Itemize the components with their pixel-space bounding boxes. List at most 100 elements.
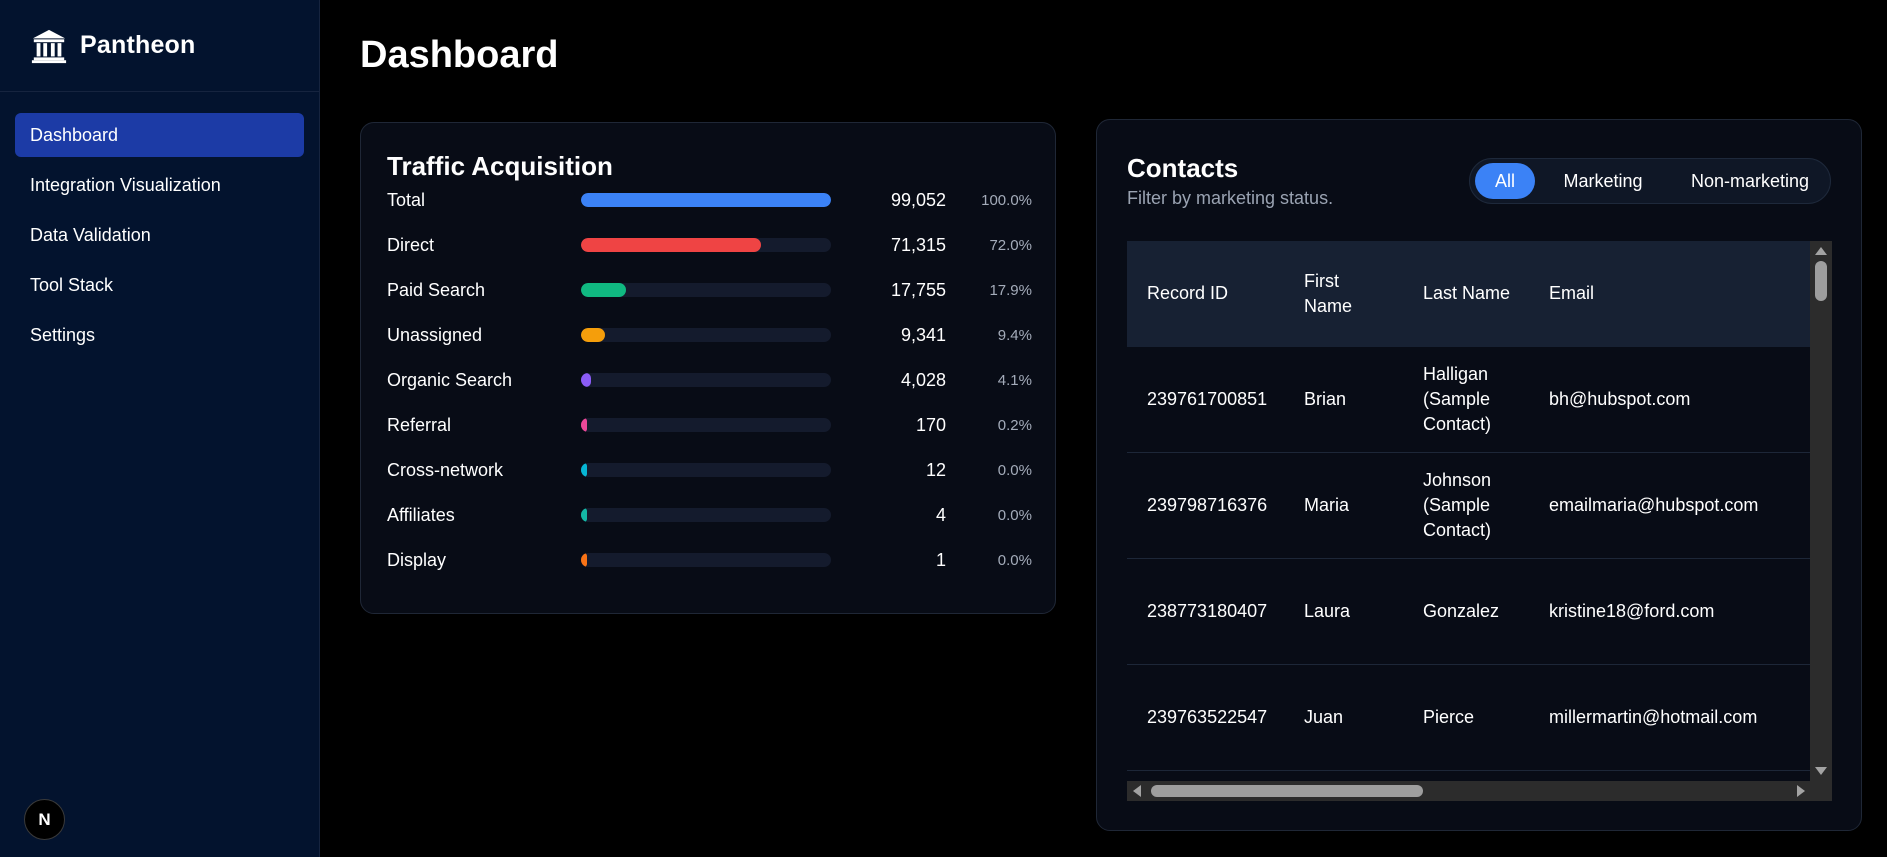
traffic-row: Display 1 0.0% <box>387 545 1032 575</box>
first-name-cell: Brian <box>1304 389 1347 409</box>
col-email[interactable]: Email <box>1549 283 1595 303</box>
sidebar-item-dashboard[interactable]: Dashboard <box>15 113 304 157</box>
traffic-row: Cross-network 12 0.0% <box>387 455 1032 485</box>
traffic-row-label: Paid Search <box>387 279 486 300</box>
traffic-row-value: 1 <box>935 549 946 570</box>
traffic-bar-track <box>581 373 831 387</box>
contacts-subtitle: Filter by marketing status. <box>1127 188 1334 208</box>
traffic-bar-fill <box>581 328 605 342</box>
scroll-left-arrow-icon[interactable] <box>1133 785 1141 797</box>
traffic-bar-fill <box>581 193 831 207</box>
traffic-bar-fill <box>581 283 626 297</box>
brand[interactable]: Pantheon <box>0 0 319 92</box>
next-badge-label: N <box>38 809 51 829</box>
col-record-id[interactable]: Record ID <box>1147 283 1229 303</box>
email-cell: emailmaria@hubspot.com <box>1549 495 1759 515</box>
table-row[interactable]: 239798716376 Maria Johnson (Sample Contact… <box>1127 453 1810 559</box>
bank-icon <box>31 29 67 63</box>
horizontal-scrollbar[interactable] <box>1127 781 1832 801</box>
traffic-row-label: Direct <box>387 234 435 255</box>
traffic-row-percent: 72.0% <box>989 236 1032 254</box>
record-id-cell: 239798716376 <box>1147 495 1268 515</box>
table-row[interactable]: 239763522547 Juan Pierce millermartin@hotma… <box>1127 665 1810 771</box>
traffic-bar-fill <box>581 463 587 477</box>
filter-all-button[interactable]: All <box>1475 163 1535 199</box>
traffic-bar-track <box>581 463 831 477</box>
traffic-bar-fill <box>581 418 587 432</box>
sidebar-item-integration-visualization[interactable]: Integration Visualization <box>30 174 221 195</box>
traffic-row: Organic Search 4,028 4.1% <box>387 365 1032 395</box>
sidebar-nav: Dashboard Integration Visualization Data… <box>0 92 319 357</box>
traffic-row-label: Cross-network <box>387 459 504 480</box>
col-first-name[interactable]: First Name <box>1304 271 1353 316</box>
horizontal-scroll-thumb[interactable] <box>1151 785 1423 797</box>
sidebar-item-settings[interactable]: Settings <box>30 324 96 345</box>
traffic-row-label: Total <box>387 189 426 210</box>
traffic-row: Total 99,052 100.0% <box>387 185 1032 215</box>
filter-marketing-button[interactable]: Marketing <box>1563 170 1643 191</box>
traffic-bar-fill <box>581 238 761 252</box>
contacts-title: Contacts <box>1127 153 1239 183</box>
sidebar-item-tool-stack[interactable]: Tool Stack <box>30 274 114 295</box>
traffic-bar-track <box>581 283 831 297</box>
last-name-cell: Halligan (Sample Contact) <box>1423 364 1492 434</box>
traffic-row-label: Referral <box>387 414 452 435</box>
traffic-row-label: Display <box>387 549 447 570</box>
contacts-table: Record ID First Name Last Name Email 239… <box>1127 241 1832 801</box>
traffic-row: Affiliates 4 0.0% <box>387 500 1032 530</box>
next-badge-button[interactable]: N <box>24 799 65 840</box>
record-id-cell: 239763522547 <box>1147 707 1268 727</box>
page-title: Dashboard <box>360 34 559 76</box>
last-name-cell: Johnson (Sample Contact) <box>1423 470 1492 540</box>
scroll-right-arrow-icon[interactable] <box>1797 785 1805 797</box>
traffic-row: Direct 71,315 72.0% <box>387 230 1032 260</box>
traffic-bar-track <box>581 328 831 342</box>
traffic-row: Unassigned 9,341 9.4% <box>387 320 1032 350</box>
traffic-row-label: Affiliates <box>387 504 455 525</box>
sidebar-item-data-validation[interactable]: Data Validation <box>30 224 151 245</box>
first-name-cell: Laura <box>1304 601 1351 621</box>
traffic-row-percent: 0.0% <box>997 461 1032 479</box>
traffic-bar-track <box>581 508 831 522</box>
record-id-cell: 239761700851 <box>1147 389 1268 409</box>
traffic-row-percent: 0.0% <box>997 551 1032 569</box>
traffic-bar-fill <box>581 373 591 387</box>
email-cell: kristine18@ford.com <box>1549 601 1715 621</box>
filter-non-marketing-button[interactable]: Non-marketing <box>1690 170 1810 191</box>
vertical-scrollbar[interactable] <box>1810 241 1832 781</box>
table-row[interactable]: 238773180407 Laura Gonzalez kristine18@ford… <box>1127 559 1810 665</box>
traffic-row-value: 4,028 <box>900 369 946 390</box>
table-header: Record ID First Name Last Name Email <box>1127 241 1810 347</box>
email-cell: bh@hubspot.com <box>1549 389 1691 409</box>
traffic-row-value: 17,755 <box>890 279 946 300</box>
brand-name: Pantheon <box>80 31 196 59</box>
traffic-bar-track <box>581 238 831 252</box>
traffic-row: Paid Search 17,755 17.9% <box>387 275 1032 305</box>
first-name-cell: Juan <box>1304 707 1344 727</box>
traffic-row-value: 4 <box>935 504 946 525</box>
traffic-bar-track <box>581 418 831 432</box>
email-cell: millermartin@hotmail.com <box>1549 707 1758 727</box>
traffic-bar-track <box>581 553 831 567</box>
last-name-cell: Gonzalez <box>1423 601 1500 621</box>
marketing-filter: All Marketing Non-marketing <box>1469 158 1831 204</box>
vertical-scroll-thumb[interactable] <box>1815 261 1827 301</box>
last-name-cell: Pierce <box>1423 707 1475 727</box>
traffic-row-value: 170 <box>915 414 946 435</box>
scroll-up-arrow-icon[interactable] <box>1815 247 1827 255</box>
traffic-bar-fill <box>581 553 587 567</box>
col-last-name[interactable]: Last Name <box>1423 283 1511 303</box>
traffic-row-value: 12 <box>925 459 946 480</box>
traffic-bar-fill <box>581 508 587 522</box>
traffic-row-value: 71,315 <box>890 234 946 255</box>
traffic-acquisition-card: Traffic Acquisition Total 99,052 100.0% Dir… <box>360 122 1056 614</box>
traffic-bar-track <box>581 193 831 207</box>
scroll-down-arrow-icon[interactable] <box>1815 767 1827 775</box>
traffic-row-percent: 9.4% <box>997 326 1032 344</box>
traffic-row-percent: 100.0% <box>981 191 1032 209</box>
traffic-row: Referral 170 0.2% <box>387 410 1032 440</box>
sidebar: Pantheon Dashboard Integration Visualiza… <box>0 0 320 857</box>
table-row[interactable]: 239761700851 Brian Halligan (Sample Contac… <box>1127 347 1810 453</box>
traffic-row-label: Unassigned <box>387 324 483 345</box>
first-name-cell: Maria <box>1304 495 1350 515</box>
